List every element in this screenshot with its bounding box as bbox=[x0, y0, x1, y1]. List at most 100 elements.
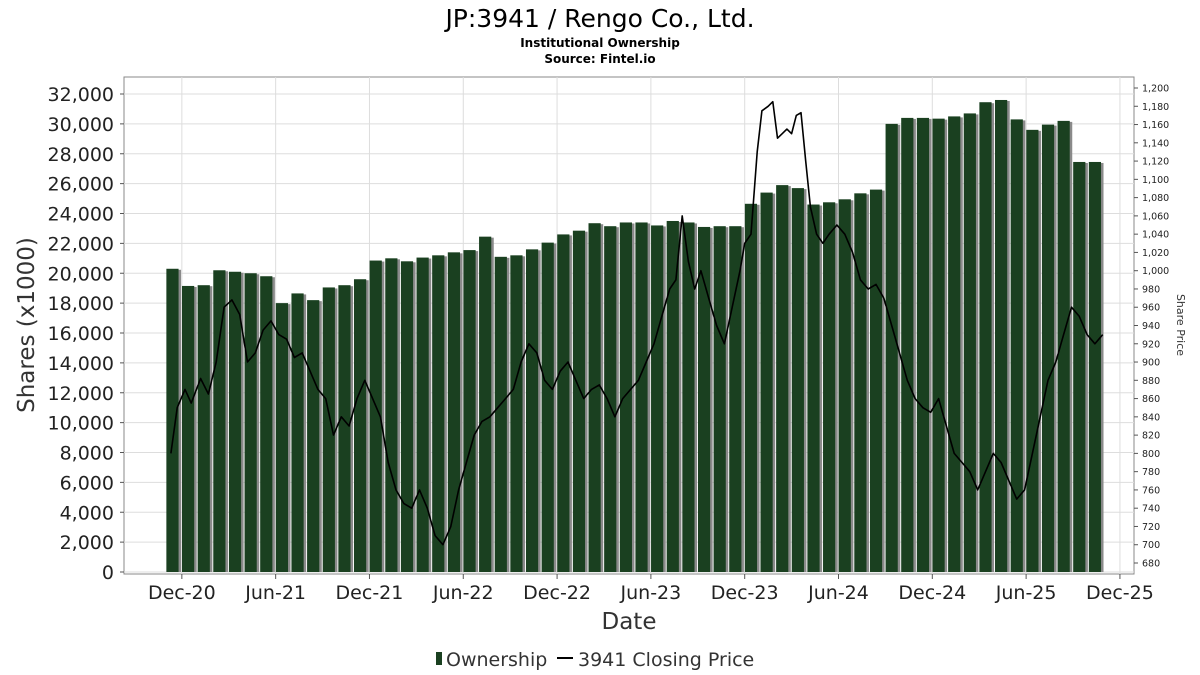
ownership-bar bbox=[416, 257, 429, 572]
ownership-bar bbox=[823, 202, 836, 572]
ownership-bar bbox=[244, 273, 257, 572]
x-tick-label: Jun-24 bbox=[807, 582, 869, 604]
y-tick-label: 32,000 bbox=[48, 84, 114, 106]
x-tick-label: Dec-22 bbox=[523, 582, 591, 604]
legend-ownership-label: Ownership bbox=[446, 649, 547, 671]
y2-tick-label: 1,200 bbox=[1142, 84, 1169, 95]
x-tick-label: Dec-21 bbox=[336, 582, 404, 604]
ownership-bar bbox=[948, 116, 961, 572]
y2-tick-label: 1,000 bbox=[1142, 266, 1169, 277]
ownership-bar bbox=[651, 225, 664, 572]
x-tick-label: Jun-21 bbox=[244, 582, 306, 604]
legend-ownership-swatch bbox=[436, 652, 442, 665]
y-tick-label: 24,000 bbox=[48, 204, 114, 226]
ownership-bar bbox=[369, 260, 382, 572]
price-line-group bbox=[170, 100, 1104, 546]
chart-title: JP:3941 / Rengo Co., Ltd. bbox=[443, 4, 754, 33]
x-tick-label: Jun-23 bbox=[620, 582, 682, 604]
ownership-bar bbox=[385, 258, 398, 572]
x-tick-label: Dec-23 bbox=[711, 582, 779, 604]
ownership-bar bbox=[588, 223, 601, 572]
y-tick-label: 6,000 bbox=[60, 472, 114, 494]
y2-tick-label: 1,100 bbox=[1142, 175, 1169, 186]
y-tick-label: 10,000 bbox=[48, 413, 114, 435]
ownership-bar bbox=[1026, 129, 1039, 572]
y-tick-label: 30,000 bbox=[48, 114, 114, 136]
y-tick-label: 4,000 bbox=[60, 502, 114, 524]
y2-tick-label: 1,140 bbox=[1142, 138, 1169, 149]
ownership-bar bbox=[166, 268, 179, 572]
y-tick-label: 26,000 bbox=[48, 174, 114, 196]
y2-tick-label: 700 bbox=[1142, 540, 1160, 551]
ownership-bar bbox=[901, 117, 914, 573]
ownership-bar bbox=[510, 255, 523, 572]
ownership-bar bbox=[228, 271, 242, 572]
ownership-bar bbox=[307, 300, 320, 572]
ownership-bar bbox=[260, 276, 273, 572]
y-tick-label: 0 bbox=[102, 562, 114, 584]
y-tick-label: 2,000 bbox=[60, 532, 114, 554]
x-axis-label: Date bbox=[602, 609, 657, 635]
ownership-bar bbox=[791, 188, 804, 572]
ownership-bar bbox=[635, 222, 648, 572]
ownership-bar bbox=[182, 285, 195, 572]
ownership-bar bbox=[854, 193, 867, 572]
y2-tick-label: 860 bbox=[1142, 394, 1160, 405]
ownership-bar bbox=[713, 226, 726, 572]
ownership-bar bbox=[541, 242, 554, 573]
y-axis-label: Shares (x1000) bbox=[14, 237, 40, 413]
ownership-bar bbox=[557, 234, 570, 572]
y-tick-label: 12,000 bbox=[48, 383, 114, 405]
ownership-bar bbox=[338, 285, 351, 572]
ownership-bar bbox=[995, 99, 1008, 572]
ownership-bar bbox=[213, 270, 226, 572]
ownership-bars bbox=[166, 99, 1104, 573]
ownership-bar bbox=[1041, 124, 1055, 572]
ownership-bar bbox=[885, 123, 898, 572]
y-tick-label: 22,000 bbox=[48, 233, 114, 255]
y2-tick-label: 1,040 bbox=[1142, 230, 1169, 241]
ownership-bar bbox=[1088, 161, 1102, 572]
y-tick-label: 14,000 bbox=[48, 353, 114, 375]
y2-tick-label: 960 bbox=[1142, 303, 1160, 314]
ownership-bar bbox=[322, 287, 335, 572]
y2-tick-label: 740 bbox=[1142, 504, 1160, 515]
x-tick-label: Dec-24 bbox=[898, 582, 966, 604]
ownership-bar bbox=[400, 261, 414, 572]
y-tick-label: 16,000 bbox=[48, 323, 114, 345]
price-line bbox=[170, 100, 1104, 546]
y2-tick-label: 1,180 bbox=[1142, 102, 1169, 113]
ownership-bar bbox=[932, 118, 945, 572]
legend-price-label: 3941 Closing Price bbox=[578, 649, 754, 671]
y2-tick-label: 780 bbox=[1142, 467, 1160, 478]
ownership-bar bbox=[776, 185, 789, 572]
y2-tick-label: 720 bbox=[1142, 522, 1160, 533]
x-tick-label: Jun-25 bbox=[995, 582, 1057, 604]
ownership-bar bbox=[275, 303, 289, 572]
ownership-bar bbox=[666, 220, 679, 572]
y2-tick-label: 1,060 bbox=[1142, 211, 1169, 222]
ownership-bar bbox=[697, 226, 711, 572]
ownership-bar bbox=[963, 113, 976, 572]
ownership-bar bbox=[525, 249, 539, 572]
ownership-bar bbox=[869, 189, 883, 572]
legend: Ownership 3941 Closing Price bbox=[436, 649, 754, 671]
y2-tick-label: 980 bbox=[1142, 284, 1160, 295]
ownership-bar bbox=[604, 226, 617, 572]
y-axis-ticks: 0 2,000 4,000 6,000 8,000 10,000 12,000 14,000 1… bbox=[48, 84, 124, 584]
y2-tick-label: 1,080 bbox=[1142, 193, 1169, 204]
ownership-bar bbox=[572, 230, 586, 572]
y2-tick-label: 1,120 bbox=[1142, 157, 1169, 168]
x-tick-label: Dec-25 bbox=[1086, 582, 1154, 604]
x-tick-label: Jun-22 bbox=[432, 582, 494, 604]
ownership-bar bbox=[447, 252, 460, 572]
chart-source: Source: Fintel.io bbox=[544, 52, 655, 66]
ownership-bar bbox=[807, 204, 820, 572]
ownership-bar bbox=[197, 285, 210, 572]
y2-axis-label: Share Price bbox=[1174, 294, 1187, 356]
ownership-bar bbox=[916, 117, 930, 573]
y2-tick-label: 900 bbox=[1142, 358, 1160, 369]
x-axis-ticks: Dec-20 Jun-21 Dec-21 Jun-22 Dec-22 Jun-23 Dec-… bbox=[148, 574, 1154, 604]
ownership-bar bbox=[744, 203, 758, 572]
